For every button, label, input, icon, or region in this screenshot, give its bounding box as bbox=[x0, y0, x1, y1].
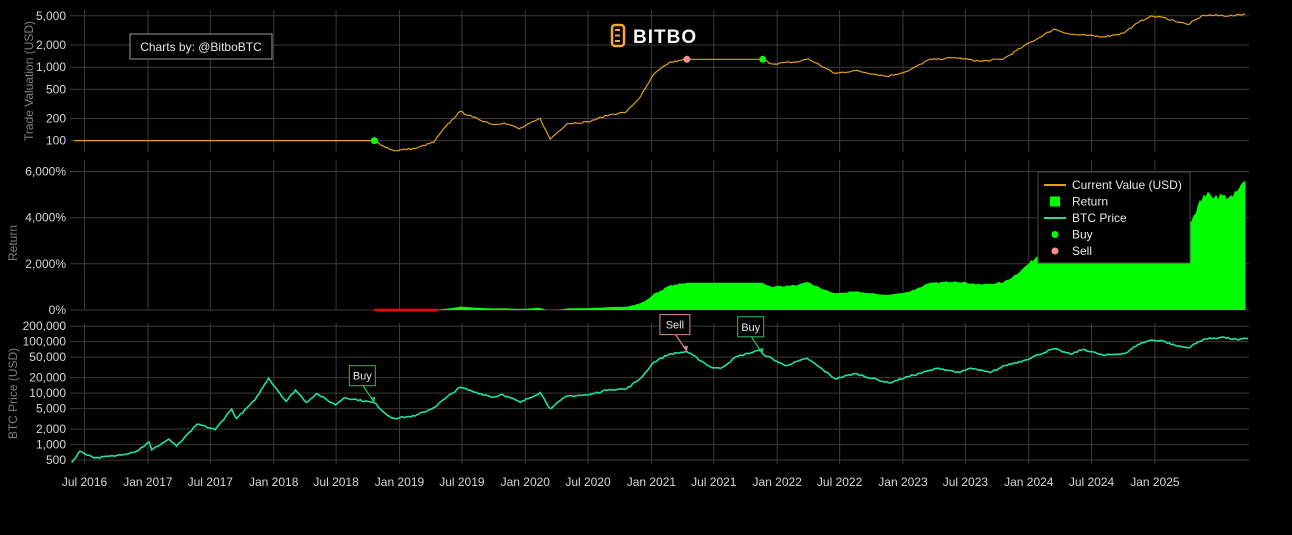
bottom-ytick-label: 1,000 bbox=[36, 438, 66, 452]
sell-marker bbox=[683, 55, 691, 63]
return-area bbox=[374, 180, 1246, 310]
gridlines bbox=[70, 10, 1249, 464]
top-ytick-label: 500 bbox=[46, 82, 66, 96]
buy-annotation-arrowhead bbox=[370, 396, 376, 403]
buy-marker bbox=[370, 137, 378, 145]
top-ylabel: Trade Valuation (USD) bbox=[22, 21, 36, 141]
markers-layer bbox=[370, 55, 767, 145]
buy-annotation-box bbox=[737, 316, 765, 338]
bitbo-logo: BITBO bbox=[610, 23, 697, 48]
legend-swatch-return bbox=[1050, 196, 1060, 207]
btc-price-line bbox=[71, 336, 1249, 463]
mid-ytick-label: 0% bbox=[49, 303, 67, 317]
bottom-ytick-label: 100,000 bbox=[23, 335, 67, 349]
bottom-ytick-label: 5,000 bbox=[36, 402, 66, 416]
buy-annotation-label: Buy bbox=[353, 371, 372, 383]
credit-box[interactable]: Charts by: @BitboBTC bbox=[129, 33, 273, 60]
legend-swatch-sell bbox=[1051, 247, 1059, 255]
axis-titles-layer: Trade Valuation (USD) Return BTC Price (US… bbox=[6, 21, 36, 439]
bottom-ytick-label: 2,000 bbox=[36, 422, 66, 436]
xtick-label: Jan 2018 bbox=[249, 475, 299, 489]
tick-labels-layer: 1002005001,0002,0005,0000%2,000%4,000%6,… bbox=[23, 9, 1180, 489]
top-ytick-label: 5,000 bbox=[36, 9, 66, 23]
legend-label-sell: Sell bbox=[1072, 244, 1092, 258]
annotations-layer: Buy Sell Buy bbox=[348, 314, 765, 404]
mid-ytick-label: 4,000% bbox=[25, 211, 66, 225]
xtick-label: Jan 2021 bbox=[627, 475, 677, 489]
bitbo-logo-icon bbox=[610, 23, 626, 48]
buy-annotation-label: Buy bbox=[741, 322, 760, 334]
xtick-label: Jul 2018 bbox=[313, 475, 359, 489]
legend-label-return: Return bbox=[1072, 195, 1108, 209]
xtick-label: Jan 2022 bbox=[753, 475, 803, 489]
legend-label-btc-price: BTC Price bbox=[1072, 211, 1127, 225]
xtick-label: Jan 2020 bbox=[501, 475, 551, 489]
xtick-label: Jan 2023 bbox=[878, 475, 928, 489]
series-lines-layer bbox=[71, 13, 1249, 463]
bottom-ylabel: BTC Price (USD) bbox=[6, 348, 20, 439]
xtick-label: Jan 2017 bbox=[123, 475, 173, 489]
legend-swatch-buy bbox=[1051, 231, 1059, 238]
return-area-layer bbox=[374, 180, 1246, 312]
xtick-label: Jul 2020 bbox=[565, 475, 611, 489]
legend-label-buy: Buy bbox=[1072, 228, 1093, 242]
credit-text: Charts by: @BitboBTC bbox=[140, 40, 262, 54]
mid-ytick-label: 2,000% bbox=[25, 257, 66, 271]
top-ytick-label: 2,000 bbox=[36, 38, 66, 52]
bottom-ytick-label: 200,000 bbox=[23, 319, 67, 333]
buy-annotation-arrowhead bbox=[758, 347, 764, 354]
top-ytick-label: 1,000 bbox=[36, 60, 66, 74]
sell-annotation-label: Sell bbox=[666, 320, 684, 332]
sell-annotation-box bbox=[659, 314, 691, 336]
bottom-ytick-label: 500 bbox=[46, 453, 66, 467]
xtick-label: Jul 2016 bbox=[62, 475, 108, 489]
xtick-label: Jul 2022 bbox=[817, 475, 863, 489]
credit-box-frame bbox=[129, 33, 273, 60]
buy-annotation-box bbox=[348, 365, 376, 387]
buy-marker bbox=[759, 55, 767, 63]
top-ytick-label: 200 bbox=[46, 112, 66, 126]
xtick-label: Jul 2021 bbox=[691, 475, 737, 489]
mid-ylabel: Return bbox=[6, 225, 20, 261]
xtick-label: Jul 2024 bbox=[1069, 475, 1115, 489]
bottom-ytick-label: 50,000 bbox=[29, 350, 66, 364]
sell-annotation-arrowhead bbox=[682, 345, 688, 352]
current-value-line bbox=[74, 13, 1246, 152]
xtick-label: Jan 2024 bbox=[1004, 475, 1054, 489]
bottom-ytick-label: 10,000 bbox=[29, 386, 66, 400]
top-ytick-label: 100 bbox=[46, 134, 66, 148]
bitbo-logo-text: BITBO bbox=[633, 27, 697, 48]
xtick-label: Jan 2019 bbox=[375, 475, 425, 489]
legend: Current Value (USD) Return BTC Price Buy Sel… bbox=[1037, 171, 1191, 264]
xtick-label: Jul 2023 bbox=[943, 475, 989, 489]
xtick-label: Jul 2017 bbox=[188, 475, 234, 489]
bottom-ytick-label: 20,000 bbox=[29, 371, 66, 385]
xtick-label: Jan 2025 bbox=[1130, 475, 1180, 489]
xtick-label: Jul 2019 bbox=[439, 475, 485, 489]
mid-ytick-label: 6,000% bbox=[25, 165, 66, 179]
legend-label-current-value-usd: Current Value (USD) bbox=[1072, 178, 1182, 192]
